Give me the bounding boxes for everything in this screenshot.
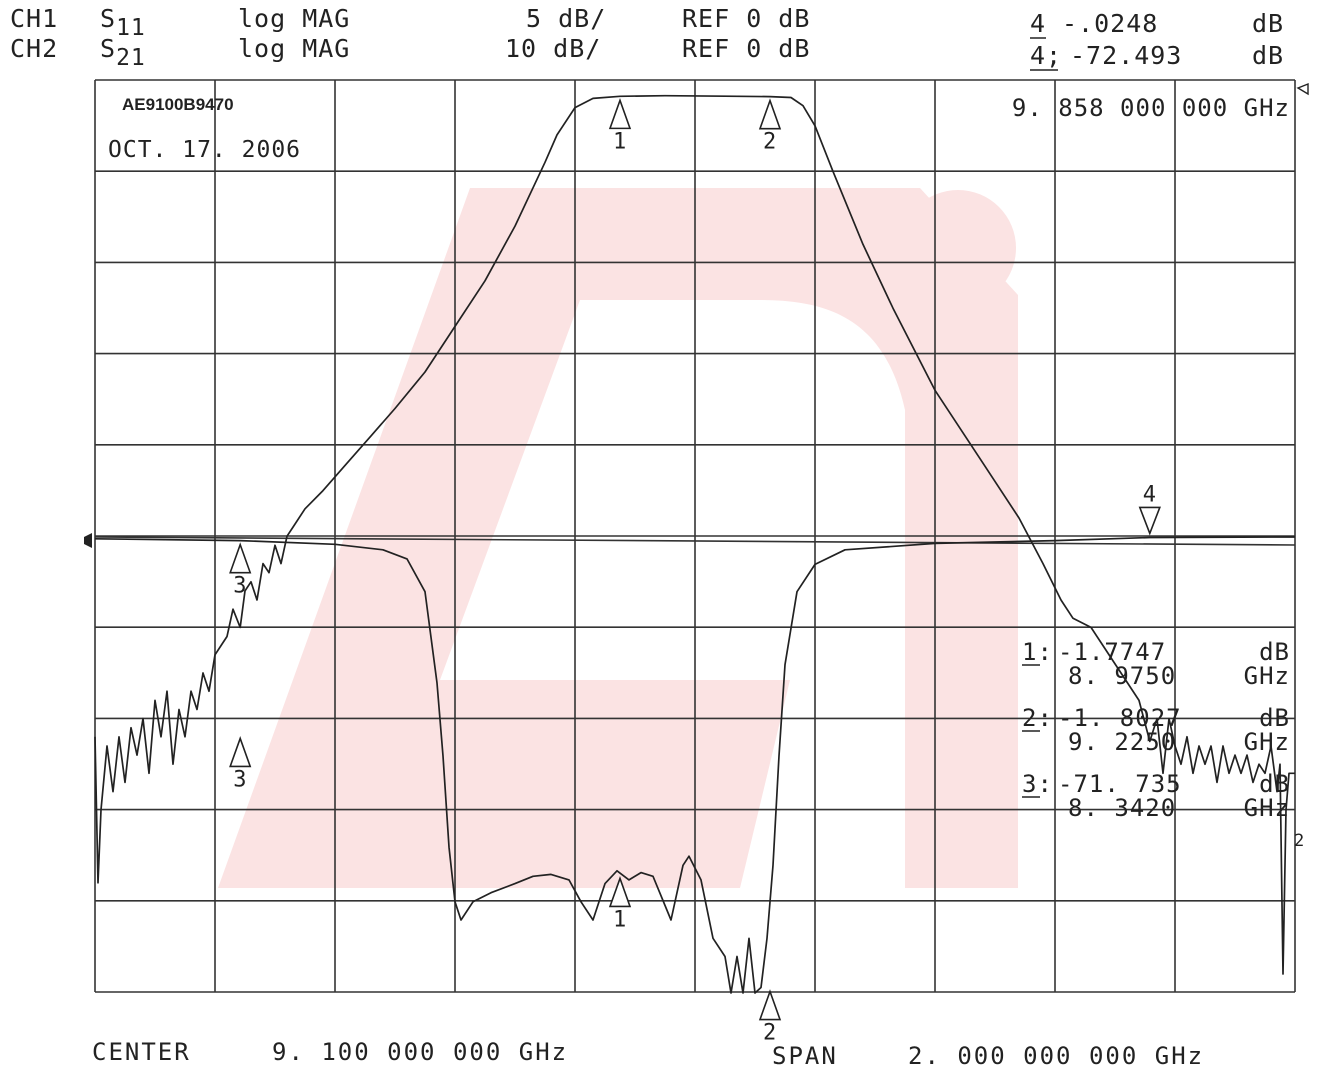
markers: 1 2 3 1 2 3 4	[229, 98, 1161, 1046]
ch2-scale: 10 dB/	[505, 34, 601, 63]
center-value: 9. 100 000 000 GHz	[272, 1038, 568, 1066]
readout-3-unit: dB	[1259, 770, 1290, 798]
readout-2-freq: 9. 2250	[1068, 728, 1176, 756]
readout-3-label: 3:	[1022, 770, 1053, 798]
marker-triangle	[1138, 506, 1161, 536]
ch1-label: CH1	[10, 4, 58, 33]
readout-1-unit: dB	[1259, 638, 1290, 666]
ch1-format: log MAG	[238, 4, 350, 33]
marker-label: 4	[1143, 482, 1156, 507]
ch1-reference-pointer	[84, 533, 92, 548]
marker-label: 1	[613, 907, 626, 932]
marker-triangle	[608, 98, 632, 130]
readout-1-label: 1:	[1022, 638, 1053, 666]
marker-s11-2: 2	[758, 989, 782, 1046]
marker-s21-2: 2	[758, 98, 782, 155]
s21-trace	[94, 94, 1295, 975]
span-value: 2. 000 000 000 GHz	[908, 1042, 1204, 1070]
marker-label: 3	[233, 574, 246, 599]
ch1-param: S11	[100, 4, 146, 41]
ch2-active-marker-label: 4;	[1030, 41, 1062, 70]
readout-3-freq: 8. 3420	[1068, 794, 1176, 822]
marker-s11-1: 1	[608, 876, 632, 932]
marker-triangle	[229, 542, 252, 574]
ch2-active-marker-unit: dB	[1252, 41, 1284, 70]
readout-2-label: 2:	[1022, 704, 1053, 732]
marker-label: 3	[233, 767, 246, 792]
ch1-active-marker-label: 4	[1030, 9, 1046, 38]
readout-1-freq-unit: GHz	[1244, 662, 1290, 690]
readout-1-value: -1.7747	[1058, 638, 1166, 666]
ch2-reference-pointer	[1296, 82, 1309, 96]
center-label: CENTER	[92, 1038, 191, 1066]
ch1-active-marker-value: -.0248	[1062, 9, 1158, 38]
reference-pointers: 2	[84, 82, 1309, 851]
marker-frequency: 9. 858 000 000 GHz	[1012, 94, 1290, 122]
ch2-param: S21	[100, 34, 146, 71]
ch1-ref: REF 0 dB	[682, 4, 810, 33]
readout-1-freq: 8. 9750	[1068, 662, 1176, 690]
marker-s11-3: 3	[229, 542, 252, 599]
s11-trace	[94, 536, 1296, 994]
ch1-scale: 5 dB/	[526, 4, 606, 33]
marker-label: 1	[613, 129, 626, 154]
ch2-format: log MAG	[238, 34, 350, 63]
marker-triangle	[758, 98, 782, 130]
watermark-dot	[900, 190, 1016, 306]
marker-label: 2	[763, 1021, 776, 1046]
marker-readouts: 1: -1.7747 dB 8. 9750 GHz 2: -1. 8027 dB 9. 2250…	[1022, 638, 1290, 822]
marker-triangle	[758, 989, 782, 1021]
model-label: AE9100B9470	[122, 95, 234, 114]
readout-2-value: -1. 8027	[1058, 704, 1182, 732]
footer: CENTER 9. 100 000 000 GHz SPAN 2. 000 00…	[92, 1038, 1204, 1070]
ch2-ref: REF 0 dB	[682, 34, 810, 63]
marker-triangle	[608, 876, 632, 908]
marker-s21-1: 1	[608, 98, 632, 154]
graticule	[94, 79, 1296, 993]
marker-s11-4: 4	[1138, 482, 1161, 536]
header: CH1 S11 log MAG 5 dB/ REF 0 dB CH2 S21 l…	[10, 4, 1284, 71]
marker-label: 2	[763, 130, 776, 155]
ch1-active-marker-unit: dB	[1252, 9, 1284, 38]
marker-triangle	[229, 736, 252, 768]
readout-2-unit: dB	[1259, 704, 1290, 732]
ch2-end-label: 2	[1294, 831, 1304, 851]
readout-2-freq-unit: GHz	[1244, 728, 1290, 756]
watermark-logo	[218, 188, 1018, 888]
ch2-label: CH2	[10, 34, 58, 63]
date-label: OCT. 17. 2006	[108, 137, 301, 163]
readout-3-freq-unit: GHz	[1244, 794, 1290, 822]
span-label: SPAN	[772, 1042, 838, 1070]
marker-s21-3: 3	[229, 736, 252, 792]
watermark-letter	[218, 188, 1018, 888]
ch1-reference-line	[94, 536, 1296, 546]
readout-3-value: -71. 735	[1058, 770, 1182, 798]
ch2-active-marker-value: -72.493	[1070, 41, 1182, 70]
